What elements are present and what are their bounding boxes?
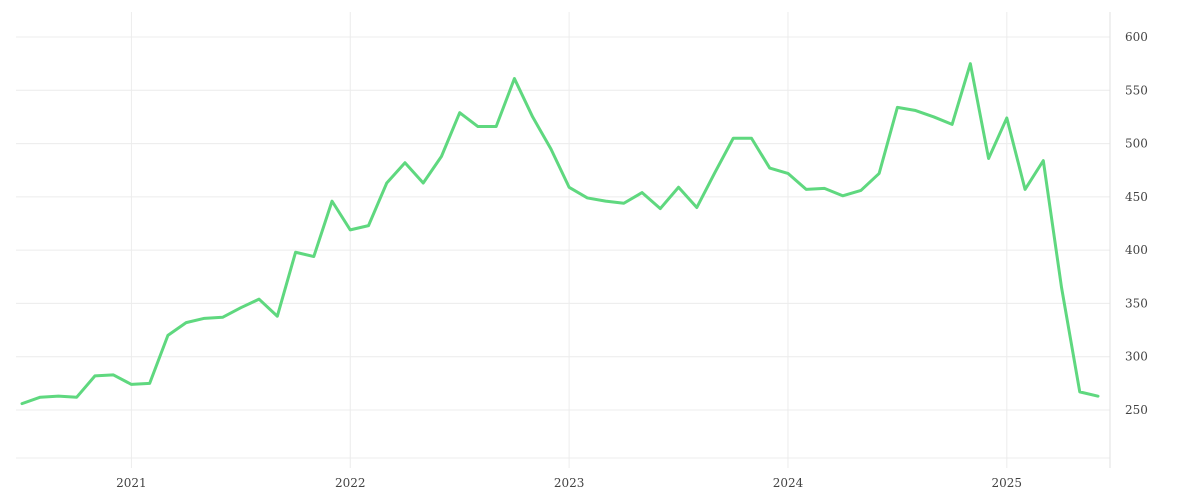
grid-layer [16, 12, 1110, 468]
x-tick-label: 2021 [116, 476, 147, 490]
y-tick-label: 300 [1125, 350, 1148, 364]
y-tick-label: 450 [1125, 190, 1148, 204]
y-tick-label: 600 [1125, 30, 1148, 44]
y-tick-label: 400 [1125, 243, 1148, 257]
x-tick-label: 2023 [554, 476, 585, 490]
series-line [20, 62, 1100, 406]
x-tick-label: 2024 [773, 476, 804, 490]
y-tick-label: 550 [1125, 83, 1148, 97]
y-tick-label: 250 [1125, 403, 1148, 417]
x-tick-label: 2022 [335, 476, 366, 490]
tick-label-layer: 250 300 350 400 450 500 550 600 2021 2022 2023 2024… [116, 30, 1148, 490]
y-tick-label: 500 [1125, 137, 1148, 151]
series-layer [20, 62, 1100, 406]
y-tick-label: 350 [1125, 296, 1148, 310]
x-tick-label: 2025 [992, 476, 1023, 490]
